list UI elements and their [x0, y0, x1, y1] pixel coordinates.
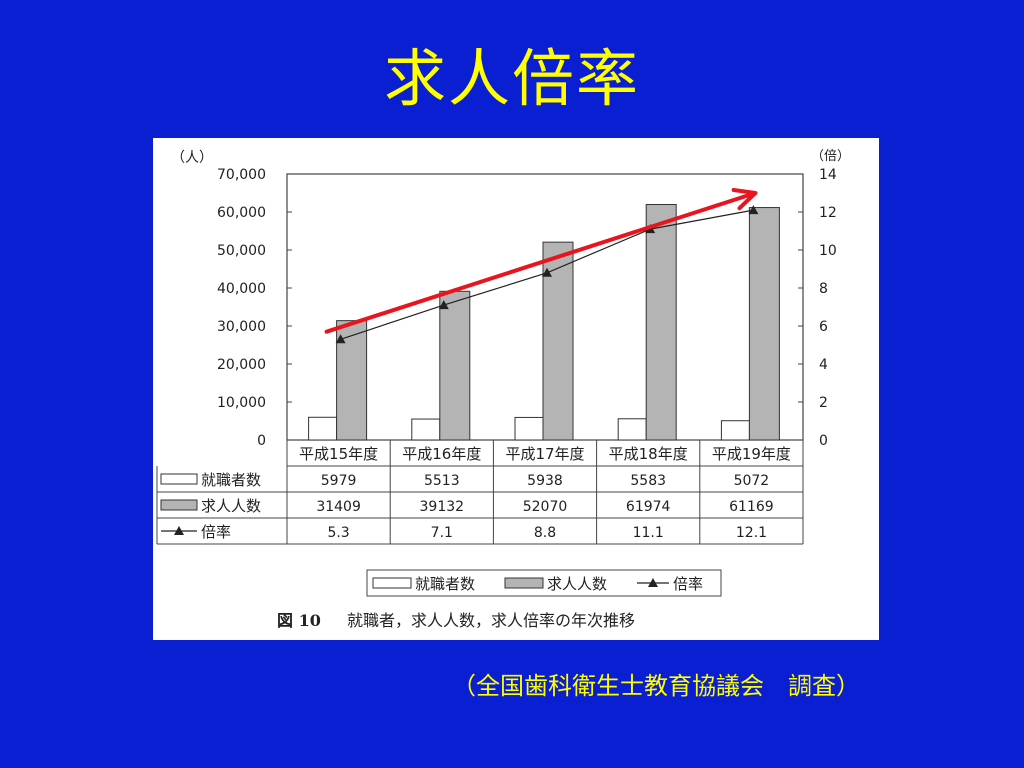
table-row-label: 就職者数 — [201, 471, 261, 489]
right-tick-label: 12 — [819, 205, 837, 221]
table-cell: 5.3 — [327, 525, 349, 541]
figure-caption: 就職者，求人人数，求人倍率の年次推移 — [347, 611, 635, 630]
table-cell: 5583 — [630, 473, 666, 489]
trend-arrow-line — [324, 191, 758, 334]
slide-title: 求人倍率 — [383, 42, 640, 115]
table-cell: 5513 — [424, 473, 460, 489]
legend-label-ratio: 倍率 — [673, 575, 703, 593]
legend-label-openings: 求人人数 — [547, 575, 607, 593]
trend-arrow-head — [731, 187, 758, 211]
left-tick-label: 30,000 — [217, 319, 266, 335]
table-row-label: 倍率 — [201, 523, 231, 541]
table-cell: 5072 — [734, 473, 770, 489]
left-axis-unit: （人） — [171, 150, 213, 166]
left-tick-label: 50,000 — [217, 243, 266, 259]
table-key-ratio-marker — [174, 526, 184, 535]
chart-figure: （人） （倍） 70,000 60,000 50,000 40,000 30,000 20,0… — [153, 138, 879, 640]
table-cell: 11.1 — [633, 525, 664, 541]
left-tick-label: 40,000 — [217, 281, 266, 297]
category-label: 平成17年度 — [505, 445, 584, 463]
category-label: 平成19年度 — [712, 445, 791, 463]
table-cell: 8.8 — [534, 525, 556, 541]
bar-employed — [720, 420, 750, 441]
bar-employed — [617, 418, 647, 441]
table-cell: 52070 — [523, 499, 568, 515]
category-label: 平成16年度 — [402, 445, 481, 463]
right-tick-label: 2 — [819, 395, 828, 411]
table-cell: 7.1 — [431, 525, 453, 541]
table-key-openings — [160, 499, 198, 511]
table-row-label: 求人人数 — [201, 497, 261, 515]
right-tick-label: 0 — [819, 433, 828, 449]
table-cell: 5979 — [321, 473, 357, 489]
table-cell: 31409 — [316, 499, 361, 515]
bar-employed — [308, 416, 338, 441]
ratio-marker — [542, 267, 552, 277]
right-tick-label: 14 — [819, 167, 837, 183]
left-tick-label: 20,000 — [217, 357, 266, 373]
category-label: 平成15年度 — [299, 445, 378, 463]
right-axis-unit: （倍） — [811, 149, 850, 164]
bar-openings — [645, 203, 677, 441]
figure-number: 図 10 — [277, 611, 321, 630]
table-cell: 5938 — [527, 473, 563, 489]
right-tick-label: 8 — [819, 281, 828, 297]
chart-svg: （人） （倍） 70,000 60,000 50,000 40,000 30,000 20,0… — [156, 149, 850, 630]
category-label: 平成18年度 — [609, 445, 688, 463]
left-tick-label: 10,000 — [217, 395, 266, 411]
table-cell: 61974 — [626, 499, 671, 515]
table-cell: 39132 — [420, 499, 465, 515]
right-tick-label: 10 — [819, 243, 837, 259]
bar-employed — [514, 416, 544, 441]
table-cell: 12.1 — [736, 525, 767, 541]
legend-key-employed — [372, 577, 412, 589]
bar-employed — [411, 418, 441, 441]
legend-key-openings — [504, 577, 544, 589]
table-cell: 61169 — [729, 499, 774, 515]
ratio-marker — [335, 334, 346, 344]
left-tick-label: 0 — [257, 433, 266, 449]
ratio-marker — [438, 300, 449, 310]
source-note: （全国歯科衛生士教育協議会 調査） — [452, 672, 860, 700]
right-tick-label: 6 — [819, 319, 828, 335]
legend-key-ratio-marker — [648, 578, 658, 587]
table-key-employed — [160, 473, 198, 485]
left-tick-label: 60,000 — [217, 205, 266, 221]
bar-openings — [439, 290, 471, 441]
right-tick-label: 4 — [819, 357, 828, 373]
left-tick-label: 70,000 — [217, 167, 266, 183]
ratio-marker — [748, 205, 759, 215]
legend-label-employed: 就職者数 — [415, 575, 475, 593]
bar-openings — [748, 207, 780, 441]
